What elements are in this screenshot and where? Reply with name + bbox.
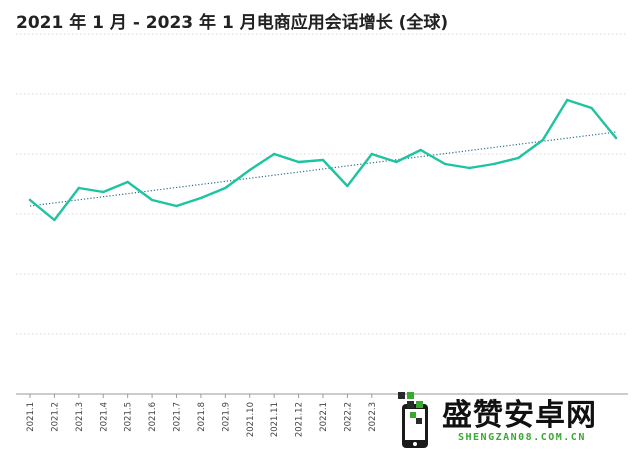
data-point <box>468 166 471 170</box>
data-point <box>126 180 129 184</box>
data-point <box>590 106 593 110</box>
data-point <box>370 152 374 156</box>
watermark: 盛赞安卓网 SHENGZAN08.COM.CN <box>396 388 640 452</box>
x-tick-label: 2021.3 <box>75 402 85 432</box>
data-point <box>175 204 178 208</box>
phone-logo-icon <box>398 392 428 448</box>
x-tick-label: 2021.5 <box>124 402 134 432</box>
watermark-text: 盛赞安卓网 <box>442 398 597 433</box>
x-tick-label: 2021.12 <box>295 402 305 437</box>
data-point <box>565 98 569 102</box>
x-tick-label: 2021.6 <box>148 402 158 432</box>
data-point <box>102 190 105 194</box>
data-point <box>77 186 81 190</box>
x-tick-label: 2021.11 <box>270 402 280 437</box>
x-tick-label: 2022.1 <box>319 402 329 432</box>
x-tick-label: 2021.1 <box>26 402 36 432</box>
data-point <box>541 138 544 142</box>
data-point <box>28 198 32 202</box>
data-point <box>443 162 447 166</box>
x-tick-label: 2021.8 <box>197 402 207 432</box>
trendline-path <box>29 131 617 207</box>
data-point <box>321 158 325 162</box>
data-point <box>419 148 422 152</box>
x-tick-label: 2021.9 <box>221 402 231 432</box>
x-tick-label: 2021.10 <box>246 402 256 437</box>
data-point <box>199 196 203 200</box>
data-point <box>150 198 154 202</box>
data-point <box>517 156 520 160</box>
data-point <box>346 184 349 188</box>
data-point <box>248 168 251 172</box>
x-tick-label: 2021.7 <box>173 402 183 432</box>
data-point <box>614 136 618 140</box>
grid-lines <box>16 33 628 335</box>
x-tick-label: 2022.2 <box>343 402 353 432</box>
watermark-url: SHENGZAN08.COM.CN <box>458 432 586 443</box>
x-axis: 2021.1 2021.2 2021.3 2021.4 2021.5 2021.6 2021… <box>16 393 628 437</box>
data-point <box>272 152 276 156</box>
data-point <box>224 186 227 190</box>
trendline <box>29 131 617 207</box>
x-tick-label: 2021.4 <box>99 402 109 432</box>
series-line <box>28 98 618 222</box>
chart-title: 2021 年 1 月 - 2023 年 1 月电商应用会话增长 (全球) <box>16 13 449 33</box>
data-point <box>297 160 300 164</box>
data-point <box>492 162 496 166</box>
data-point <box>395 160 398 164</box>
x-tick-label: 2021.2 <box>50 402 60 432</box>
x-tick-label: 2022.3 <box>368 402 378 432</box>
data-point <box>53 218 56 222</box>
